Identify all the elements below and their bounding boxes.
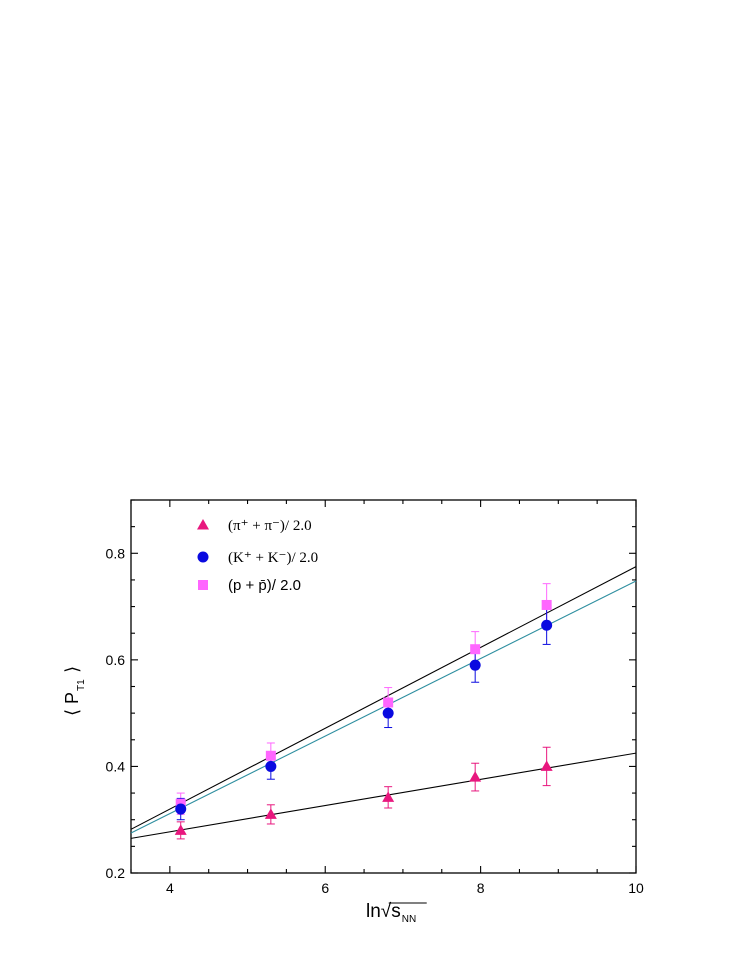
y-axis-subscript: T1: [76, 679, 87, 691]
y-axis-title: ⟨ PT1 ⟩: [62, 666, 87, 716]
point-square: [541, 599, 552, 610]
x-axis-subscript: NN: [402, 914, 416, 925]
axis-titles: ln√s NN ⟨ PT1 ⟩: [62, 666, 427, 925]
point-square: [470, 644, 481, 655]
point-circle: [265, 760, 277, 772]
point-triangle: [382, 791, 395, 802]
legend-label: (K⁺ + K⁻)/ 2.0: [228, 550, 318, 566]
y-axis-title-close: ⟩: [62, 666, 82, 673]
point-circle: [541, 619, 553, 631]
error-bars: [176, 583, 551, 840]
point-square: [265, 750, 276, 761]
legend-label: (π⁺ + π⁻)/ 2.0: [228, 518, 312, 534]
x-tick-label: 4: [166, 880, 174, 896]
x-axis-title: ln√s: [366, 901, 401, 922]
x-tick-label: 6: [321, 880, 329, 896]
legend-marker-square: [198, 580, 208, 590]
point-circle: [175, 803, 187, 815]
legend-marker-circle: [197, 551, 209, 563]
legend-label: (p + p̄)/ 2.0: [228, 577, 301, 594]
point-triangle: [469, 771, 482, 782]
x-tick-label: 8: [477, 880, 485, 896]
y-tick-label: 0.8: [106, 545, 126, 561]
point-circle: [469, 659, 481, 671]
y-tick-label: 0.4: [106, 758, 126, 774]
point-circle: [382, 707, 394, 719]
y-tick-label: 0.2: [106, 865, 126, 881]
y-axis-title-main: ⟨ P: [62, 692, 82, 716]
point-triangle: [264, 808, 277, 819]
legend-marker-triangle: [197, 519, 209, 530]
legend: (π⁺ + π⁻)/ 2.0 (K⁺ + K⁻)/ 2.0 (p + p̄)/ 2.…: [197, 518, 318, 594]
point-triangle: [540, 760, 553, 771]
y-tick-label: 0.6: [106, 652, 126, 668]
axes: 4 6 8 10 0.2 0.4 0.6 0.8: [106, 499, 644, 896]
x-tick-label: 10: [628, 880, 644, 896]
point-triangle: [174, 824, 187, 835]
fit-line-0: [130, 752, 637, 839]
point-square: [383, 697, 394, 708]
data-points: [174, 599, 553, 835]
